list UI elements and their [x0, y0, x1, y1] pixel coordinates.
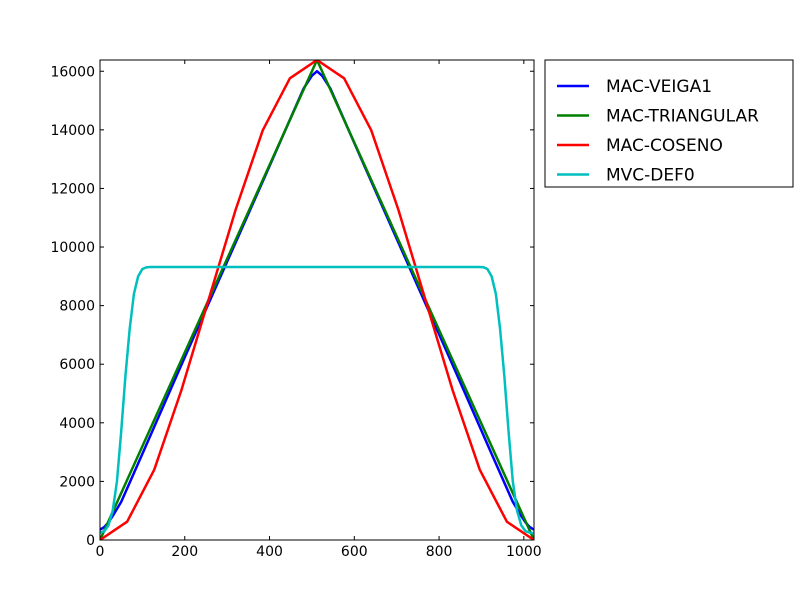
- legend-label: MAC-COSENO: [606, 136, 723, 156]
- legend: MAC-VEIGA1 MAC-TRIANGULAR MAC-COSENO MVC-DE…: [544, 59, 794, 188]
- axes: 0 200 400 600 800 100002000400060008000100001…: [50, 59, 542, 560]
- y-tick-label: 2000: [59, 474, 95, 490]
- legend-label: MAC-TRIANGULAR: [606, 107, 759, 127]
- y-tick-label: 10000: [50, 240, 95, 256]
- x-tick-label: 1000: [506, 544, 542, 560]
- y-tick-label: 4000: [59, 416, 95, 432]
- x-tick-label: 0: [96, 544, 105, 560]
- plot-area: [100, 60, 534, 540]
- legend-label: MAC-VEIGA1: [606, 77, 712, 97]
- series-line-mac-coseno: [100, 60, 534, 540]
- legend-box: [544, 59, 794, 188]
- axes-frame: [99, 59, 535, 541]
- y-tick-label: 12000: [50, 181, 95, 197]
- y-tick-label: 8000: [59, 299, 95, 315]
- y-tick-label: 6000: [59, 357, 95, 373]
- y-tick-label: 14000: [50, 123, 95, 139]
- series-line-mac-triangular: [100, 60, 534, 540]
- y-tick-label: 16000: [50, 64, 95, 80]
- x-tick-label: 400: [256, 544, 283, 560]
- series-line-mvc-def0: [100, 265, 534, 535]
- x-tick-label: 600: [341, 544, 368, 560]
- x-tick-label: 200: [171, 544, 198, 560]
- legend-label: MVC-DEF0: [606, 166, 695, 186]
- y-tick-label: 0: [86, 533, 95, 549]
- x-tick-label: 800: [426, 544, 453, 560]
